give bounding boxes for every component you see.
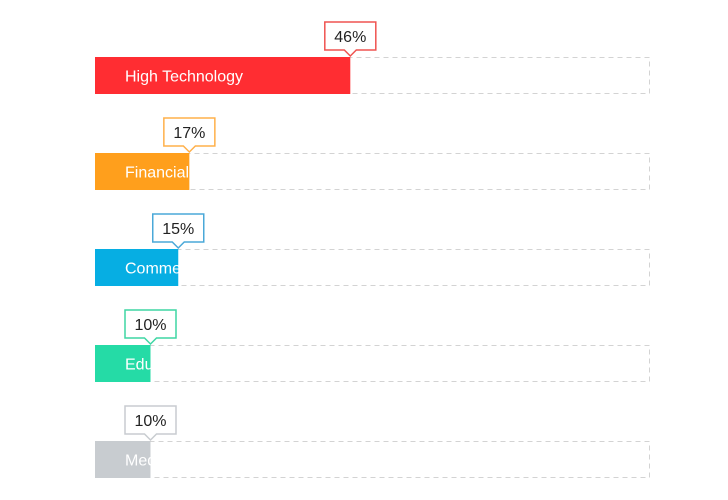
bar: [95, 249, 179, 286]
bar: [95, 153, 190, 190]
bar-value-label: 46%: [334, 29, 366, 46]
bar: [95, 441, 151, 478]
bar-value-label: 10%: [134, 413, 166, 430]
value-callout: [163, 117, 216, 154]
bar-value-label: 15%: [162, 221, 194, 238]
bar: [95, 345, 151, 382]
bar: [95, 57, 351, 94]
bar-category-label: Media & Entertainment: [125, 453, 288, 470]
value-callout: [124, 405, 177, 442]
bar-category-label: High Technology: [125, 69, 243, 86]
value-callout: [152, 213, 205, 250]
bar-value-label: 10%: [134, 317, 166, 334]
value-callout: [324, 21, 377, 58]
bar-category-label: Financial Services: [125, 165, 255, 182]
value-callout: [124, 309, 177, 346]
bar-category-label: Commerce: [125, 261, 203, 278]
bar-category-label: Education: [125, 357, 196, 374]
bar-value-label: 17%: [173, 125, 205, 142]
